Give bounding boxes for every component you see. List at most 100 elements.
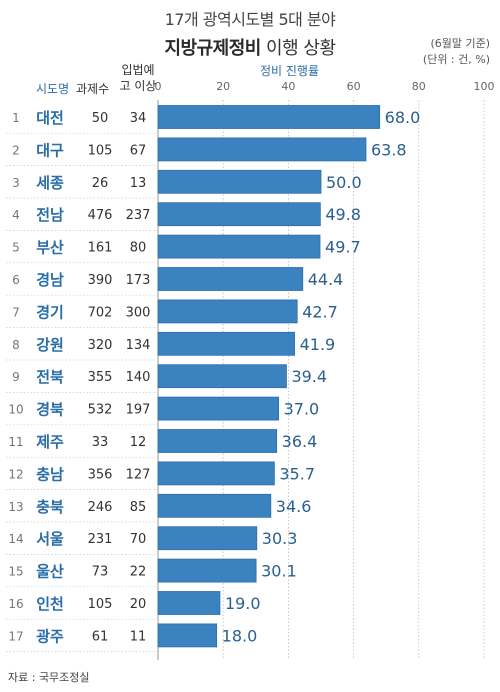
row-notice: 127 bbox=[126, 467, 151, 482]
bar-value-label: 30.3 bbox=[262, 529, 298, 548]
row-notice: 134 bbox=[126, 338, 151, 353]
row-notice: 300 bbox=[126, 305, 151, 320]
note-date: (6월말 기준) bbox=[430, 37, 490, 50]
row-notice: 173 bbox=[126, 273, 151, 288]
bar-value-label: 37.0 bbox=[284, 400, 320, 419]
row-region: 서울 bbox=[36, 530, 64, 548]
row-cases: 356 bbox=[88, 467, 113, 482]
unit-note: (6월말 기준) (단위 : 건, %) bbox=[423, 36, 490, 68]
row-notice: 80 bbox=[130, 241, 147, 256]
row-cases: 355 bbox=[88, 370, 113, 385]
row-region: 울산 bbox=[36, 563, 64, 581]
row-region: 대구 bbox=[36, 141, 64, 159]
bar-value-label: 41.9 bbox=[300, 335, 336, 354]
x-tick-label: 100 bbox=[474, 80, 495, 93]
row-rank: 4 bbox=[12, 208, 20, 222]
bar bbox=[157, 299, 298, 324]
x-tick-label: 0 bbox=[155, 80, 162, 93]
bar bbox=[157, 526, 258, 551]
row-notice: 13 bbox=[130, 176, 147, 191]
row-cases: 105 bbox=[88, 597, 113, 612]
bar-value-label: 44.4 bbox=[308, 270, 344, 289]
title-line2: 지방규제정비 이행 상황 bbox=[0, 34, 500, 60]
row-rank: 13 bbox=[8, 500, 23, 514]
row-notice: 237 bbox=[126, 208, 151, 223]
row-region: 대전 bbox=[36, 109, 64, 127]
row-cases: 320 bbox=[88, 338, 113, 353]
row-region: 세종 bbox=[36, 174, 64, 192]
row-rank: 8 bbox=[12, 338, 20, 352]
row-rank: 6 bbox=[12, 273, 20, 287]
source-note: 자료 : 국무조정실 bbox=[8, 671, 90, 684]
row-notice: 12 bbox=[130, 435, 147, 450]
row-rank: 3 bbox=[12, 176, 20, 190]
bar bbox=[157, 105, 381, 129]
bar bbox=[157, 234, 321, 259]
bar-value-label: 49.7 bbox=[325, 238, 361, 257]
x-tick-label: 40 bbox=[281, 80, 295, 93]
row-cases: 105 bbox=[88, 143, 113, 158]
title-line2-bold: 지방규제정비 bbox=[164, 38, 261, 59]
row-notice: 20 bbox=[130, 597, 147, 612]
bar bbox=[157, 137, 367, 162]
bar bbox=[157, 169, 322, 194]
row-cases: 161 bbox=[88, 241, 113, 256]
row-region: 제주 bbox=[36, 433, 64, 451]
bar-value-label: 18.0 bbox=[222, 626, 258, 645]
row-notice: 22 bbox=[130, 565, 147, 580]
row-cases: 231 bbox=[88, 532, 113, 547]
row-notice: 85 bbox=[130, 500, 147, 515]
bar-value-label: 35.7 bbox=[279, 464, 315, 483]
row-rank: 10 bbox=[8, 403, 23, 417]
header-region: 시도명 bbox=[36, 82, 70, 96]
row-rank: 2 bbox=[12, 143, 20, 157]
header-notice: 입법예고 이상 bbox=[119, 63, 157, 93]
bar bbox=[157, 493, 272, 518]
row-rank: 15 bbox=[8, 565, 23, 579]
x-tick-label: 60 bbox=[347, 80, 361, 93]
bar bbox=[157, 558, 257, 583]
row-notice: 34 bbox=[130, 111, 147, 126]
title-line2-rest: 이행 상황 bbox=[260, 38, 336, 59]
bar bbox=[157, 396, 280, 421]
title-line1: 17개 광역시도별 5대 분야 bbox=[164, 10, 336, 29]
x-tick-label: 20 bbox=[216, 80, 230, 93]
chart-title: 17개 광역시도별 5대 분야 지방규제정비 이행 상황 bbox=[0, 6, 500, 60]
row-rank: 5 bbox=[12, 241, 20, 255]
row-rank: 1 bbox=[12, 111, 20, 125]
row-cases: 246 bbox=[88, 500, 113, 515]
row-cases: 73 bbox=[92, 565, 109, 580]
row-rank: 16 bbox=[8, 597, 23, 611]
bar-value-label: 68.0 bbox=[385, 108, 421, 127]
bar bbox=[157, 364, 287, 389]
header-cases: 과제수 bbox=[76, 82, 110, 96]
row-region: 경기 bbox=[36, 303, 64, 321]
bar-value-label: 34.6 bbox=[276, 497, 312, 516]
row-cases: 390 bbox=[88, 273, 113, 288]
row-region: 충남 bbox=[36, 465, 64, 483]
bar-value-label: 49.8 bbox=[325, 205, 361, 224]
note-unit: (단위 : 건, %) bbox=[422, 53, 490, 66]
bar bbox=[157, 461, 275, 486]
bar bbox=[157, 623, 218, 648]
row-rank: 14 bbox=[8, 532, 23, 546]
header-rate: 정비 진행률 bbox=[260, 64, 320, 78]
bar-value-label: 42.7 bbox=[302, 302, 338, 321]
bar bbox=[157, 331, 295, 356]
row-region: 충북 bbox=[36, 498, 64, 516]
row-rank: 9 bbox=[12, 370, 20, 384]
bar bbox=[157, 202, 321, 227]
row-region: 인천 bbox=[36, 595, 64, 613]
bar bbox=[157, 591, 221, 615]
row-notice: 140 bbox=[126, 370, 151, 385]
row-region: 강원 bbox=[36, 336, 64, 354]
bar-value-label: 30.1 bbox=[261, 562, 297, 581]
row-notice: 70 bbox=[130, 532, 147, 547]
row-cases: 26 bbox=[92, 176, 109, 191]
bar-value-label: 39.4 bbox=[291, 367, 327, 386]
row-cases: 50 bbox=[92, 111, 109, 126]
row-notice: 67 bbox=[130, 143, 147, 158]
bar bbox=[157, 267, 304, 291]
row-notice: 11 bbox=[130, 629, 147, 644]
row-cases: 476 bbox=[88, 208, 113, 223]
